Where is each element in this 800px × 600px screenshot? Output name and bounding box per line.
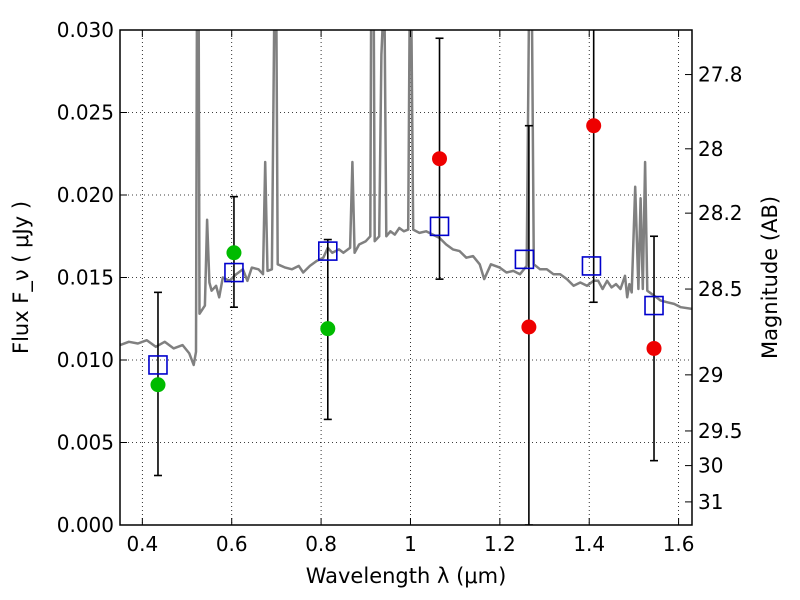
y2-tick-label: 29.5: [698, 419, 743, 443]
y-tick-label: 0.025: [57, 101, 114, 125]
y-tick-label: 0.015: [57, 266, 114, 290]
x-tick-label: 1: [404, 532, 417, 556]
observed-nondetection-point: [521, 319, 537, 335]
y-tick-label: 0.010: [57, 348, 114, 372]
model-spectrum-layer: [120, 30, 692, 367]
x-tick-label: 1.6: [663, 532, 695, 556]
y2-tick-label: 29: [698, 363, 723, 387]
observed-nondetection-point: [586, 118, 602, 134]
observed-nondetection-point: [646, 340, 662, 356]
observed-nondetection-point: [432, 151, 448, 167]
y2-tick-label: 31: [698, 490, 723, 514]
model-photometry-square: [514, 249, 535, 270]
model-photometry-square: [148, 355, 168, 375]
observed-detection-point: [226, 245, 242, 261]
model-photometry-square: [581, 256, 602, 276]
ticks-layer: 0.4 0.6 0.8 1 1.2 1.4 1.6 0.000 0.005 0.010 0.015 0…: [57, 18, 743, 556]
y-tick-label: 0.030: [57, 18, 114, 42]
x-tick-label: 1.2: [484, 532, 516, 556]
model-spectrum-line: [120, 30, 692, 367]
x-axis-label: Wavelength λ (μm): [306, 564, 507, 588]
model-photometry-square: [429, 216, 450, 237]
observed-detection-point: [320, 321, 336, 337]
model-photometry-square: [644, 295, 664, 316]
y-tick-label: 0.000: [57, 513, 114, 537]
model-photometry-square: [224, 262, 244, 283]
y2-tick-label: 28.5: [698, 277, 743, 301]
y-tick-label: 0.005: [57, 431, 114, 455]
y2-tick-label: 30: [698, 454, 723, 478]
x-tick-label: 1.4: [573, 532, 605, 556]
x-tick-label: 0.6: [216, 532, 248, 556]
y2-tick-label: 28: [698, 137, 723, 161]
observed-detection-point: [150, 377, 166, 393]
y-tick-label: 0.020: [57, 183, 114, 207]
markers-layer: [148, 118, 664, 393]
x-tick-label: 0.8: [305, 532, 337, 556]
y2-tick-label: 28.2: [698, 201, 743, 225]
model-photometry-square: [317, 241, 338, 261]
y-axis-label: Flux F_ν ( μJy ): [9, 201, 34, 354]
y2-tick-label: 27.8: [698, 63, 743, 87]
y2-axis-label: Magnitude (AB): [758, 196, 782, 359]
x-tick-label: 0.4: [126, 532, 158, 556]
